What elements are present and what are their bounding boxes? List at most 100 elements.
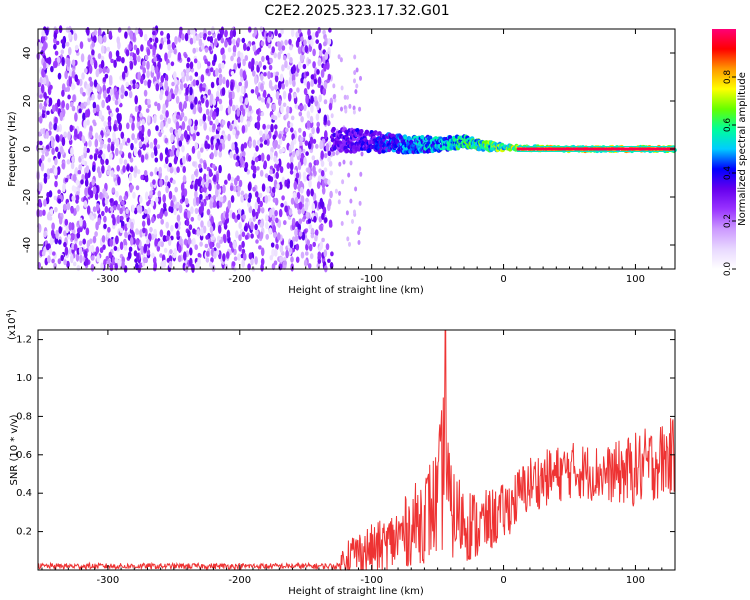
noise-cell (41, 250, 46, 257)
noise-cell (212, 123, 216, 131)
noise-cell (280, 202, 284, 208)
noise-cell (206, 208, 211, 216)
noise-cell (219, 239, 223, 244)
noise-cell (236, 84, 240, 93)
noise-cell (178, 140, 183, 147)
noise-cell (190, 103, 194, 110)
noise-cell (162, 259, 167, 268)
noise-cell (149, 226, 153, 233)
noise-cell (99, 191, 103, 200)
noise-cell (159, 152, 164, 162)
noise-cell (54, 180, 58, 188)
noise-cell (353, 209, 356, 215)
noise-cell (39, 102, 43, 110)
noise-cell (159, 81, 163, 88)
noise-cell (50, 65, 54, 73)
noise-cell (168, 162, 172, 168)
noise-cell (308, 223, 313, 230)
noise-cell (103, 144, 107, 149)
noise-cell (272, 197, 277, 203)
noise-cell (322, 88, 327, 96)
noise-cell (242, 214, 246, 220)
noise-cell (128, 90, 133, 99)
noise-cell (83, 145, 87, 154)
colorbar-tick-label: 0.8 (723, 70, 733, 85)
noise-cell (164, 210, 168, 217)
noise-cell (355, 83, 359, 89)
noise-cell (151, 65, 155, 73)
noise-cell (229, 185, 234, 192)
noise-cell (196, 131, 200, 137)
noise-cell (115, 137, 120, 148)
noise-cell (221, 62, 225, 69)
noise-cell (72, 261, 77, 267)
noise-cell (193, 197, 197, 204)
noise-cell (129, 166, 134, 173)
noise-cell (40, 84, 45, 94)
noise-cell (254, 223, 258, 231)
noise-cell (323, 152, 328, 159)
noise-cell (315, 31, 319, 38)
noise-cell (322, 206, 327, 215)
noise-cell (263, 160, 268, 169)
noise-cell (284, 60, 288, 69)
noise-cell (133, 146, 138, 157)
noise-cell (51, 258, 55, 264)
noise-cell (344, 108, 348, 114)
noise-cell (64, 246, 69, 256)
noise-cell (126, 137, 131, 144)
noise-cell (147, 115, 151, 123)
noise-cell (327, 73, 332, 81)
noise-cell (58, 239, 62, 245)
noise-cell (202, 113, 207, 122)
noise-cell (113, 59, 117, 68)
noise-cell (107, 226, 111, 233)
noise-cell (137, 150, 142, 156)
noise-cell (171, 144, 176, 151)
noise-cell (153, 261, 157, 271)
noise-cell (113, 204, 117, 211)
noise-cell (149, 171, 154, 177)
noise-cell (310, 188, 314, 197)
noise-cell (181, 33, 185, 41)
noise-cell (84, 250, 88, 259)
noise-cell (295, 172, 300, 179)
noise-cell (39, 209, 43, 217)
noise-cell (220, 48, 224, 56)
noise-cell (183, 83, 188, 89)
noise-cell (97, 27, 102, 37)
noise-cell (283, 260, 287, 266)
noise-cell (349, 198, 353, 204)
noise-cell (303, 77, 307, 86)
noise-cell (205, 174, 210, 182)
noise-cell (208, 46, 212, 51)
noise-cell (140, 75, 144, 85)
noise-cell (250, 233, 254, 239)
noise-cell (202, 225, 207, 234)
noise-cell (173, 157, 178, 165)
noise-cell (276, 164, 280, 172)
noise-cell (92, 108, 97, 114)
noise-cell (321, 212, 325, 220)
noise-cell (289, 162, 294, 171)
noise-cell (169, 126, 174, 134)
spectrogram-x-ticks: -300 -200 -100 0 100 (41, 29, 676, 285)
noise-cell (323, 249, 328, 258)
noise-cell (271, 248, 275, 257)
noise-cell (137, 71, 141, 81)
noise-cell (143, 80, 148, 86)
noise-cell (153, 114, 157, 124)
noise-cell (244, 166, 248, 172)
noise-cell (301, 148, 306, 154)
noise-cell (95, 68, 100, 78)
noise-cell (323, 178, 328, 184)
noise-cell (256, 196, 261, 205)
noise-cell (244, 55, 249, 61)
noise-cell (303, 104, 307, 112)
noise-cell (218, 63, 222, 70)
noise-cell (274, 210, 278, 217)
noise-cell (230, 70, 235, 76)
noise-cell (248, 27, 252, 33)
noise-cell (323, 81, 328, 90)
noise-cell (82, 92, 86, 97)
